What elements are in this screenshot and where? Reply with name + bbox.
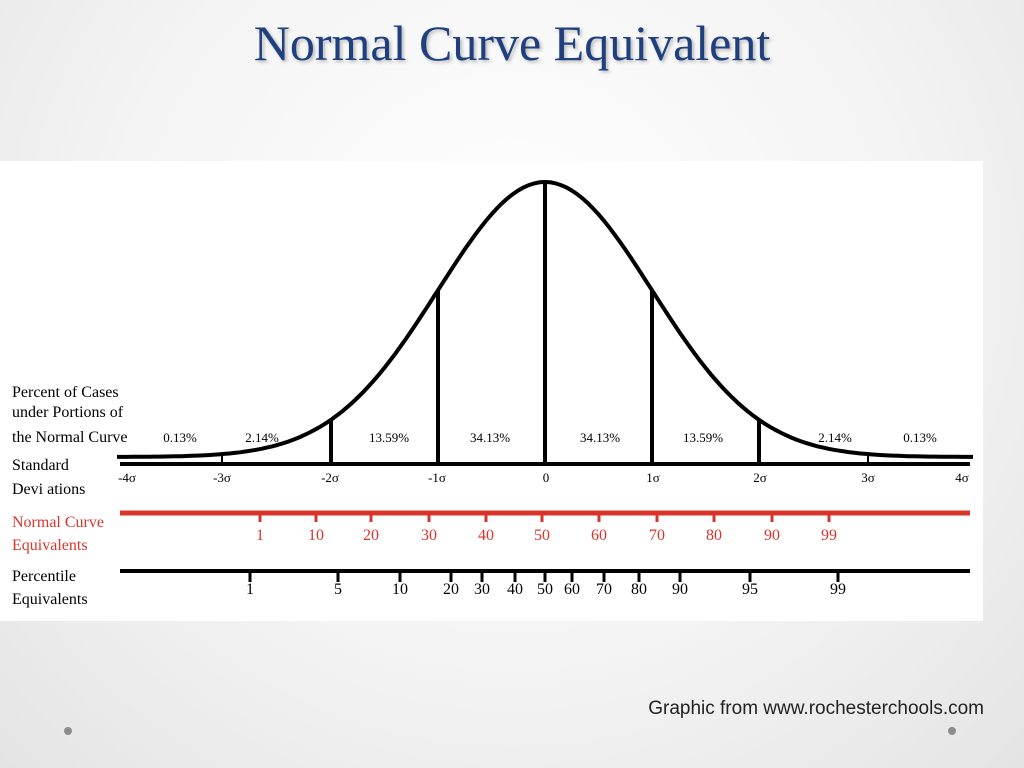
- percentile-tick-label: 30: [474, 581, 490, 598]
- normal-curve-figure: 0.13% 2.14% 13.59% 34.13% 34.13% 13.59% 2.14% 0…: [0, 161, 983, 621]
- cases-label-line2: under Portions of: [12, 404, 124, 421]
- slide-nav-dot-left: [64, 727, 72, 735]
- percentile-tick-label: 40: [507, 581, 523, 598]
- percentile-tick-label: 20: [443, 581, 459, 598]
- region-percent-label: 13.59%: [369, 430, 409, 445]
- nce-label-line1: Normal Curve: [12, 514, 104, 531]
- sd-tick-label: -3σ: [213, 470, 231, 485]
- percentile-tick-label: 1: [246, 581, 254, 598]
- slide-nav-dot-right: [948, 727, 956, 735]
- percentile-tick-label: 60: [564, 581, 580, 598]
- nce-tick-label: 10: [308, 527, 324, 544]
- percentile-tick-label: 70: [596, 581, 612, 598]
- region-percent-label: 2.14%: [818, 430, 852, 445]
- nce-tick-label: 90: [764, 527, 780, 544]
- nce-tick-label: 80: [706, 527, 722, 544]
- sd-tick-label: 4σ: [955, 470, 969, 485]
- cases-label-line3: the Normal Curve: [12, 429, 128, 446]
- region-percent-label: 13.59%: [683, 430, 723, 445]
- percentile-tick-label: 5: [334, 581, 342, 598]
- nce-tick-label: 70: [649, 527, 665, 544]
- pct-label-line2: Equivalents: [12, 591, 88, 608]
- region-percent-label: 34.13%: [580, 430, 620, 445]
- cases-label-line1: Percent of Cases: [12, 384, 119, 401]
- sd-tick-label: -1σ: [428, 470, 446, 485]
- region-percent-label: 0.13%: [163, 430, 197, 445]
- nce-tick-label: 30: [421, 527, 437, 544]
- normal-curve-diagram: 0.13% 2.14% 13.59% 34.13% 34.13% 13.59% 2.14% 0…: [12, 179, 973, 608]
- sd-tick-label: 0: [543, 470, 550, 485]
- sd-label-line2: Devi ations: [12, 481, 85, 498]
- nce-tick-label: 20: [363, 527, 379, 544]
- region-percent-label: 2.14%: [245, 430, 279, 445]
- sd-tick-label: -4σ: [118, 470, 136, 485]
- nce-tick-label: 50: [534, 527, 550, 544]
- pct-label-line1: Percentile: [12, 568, 76, 585]
- sd-tick-label: -2σ: [321, 470, 339, 485]
- nce-label-line2: Equivalents: [12, 537, 88, 554]
- slide-title: Normal Curve Equivalent: [253, 15, 771, 71]
- nce-tick-label: 99: [821, 527, 837, 544]
- percentile-tick-label: 80: [631, 581, 647, 598]
- region-percent-label: 34.13%: [470, 430, 510, 445]
- nce-tick-label: 40: [478, 527, 494, 544]
- image-credit: Graphic from www.rochesterchools.com: [648, 698, 984, 719]
- nce-tick-label: 60: [591, 527, 607, 544]
- percentile-tick-label: 95: [742, 581, 758, 598]
- percentile-tick-label: 90: [672, 581, 688, 598]
- sd-tick-label: 1σ: [646, 470, 660, 485]
- percentile-tick-label: 10: [392, 581, 408, 598]
- sd-tick-label: 2σ: [753, 470, 767, 485]
- percentile-tick-label: 99: [830, 581, 846, 598]
- nce-tick-label: 1: [256, 527, 264, 544]
- sd-label-line1: Standard: [12, 457, 69, 474]
- percentile-tick-label: 50: [537, 581, 553, 598]
- region-percent-label: 0.13%: [903, 430, 937, 445]
- sd-tick-label: 3σ: [861, 470, 875, 485]
